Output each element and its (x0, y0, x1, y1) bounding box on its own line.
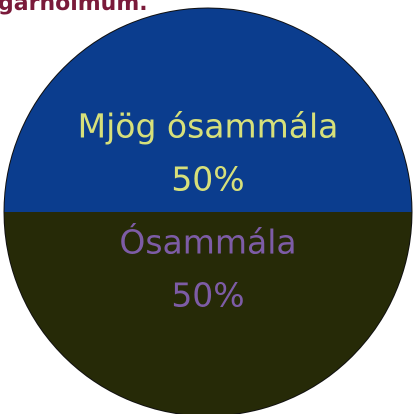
chart-title: garhölmum. (0, 0, 148, 16)
slice-label: Mjög ósammála (78, 106, 339, 145)
slice-value-label: 50% (171, 276, 244, 315)
pie-slice (4, 8, 412, 212)
slice-value-label: 50% (171, 159, 244, 198)
slice-label: Ósammála (119, 222, 296, 262)
pie-slice (4, 212, 412, 414)
pie-outline (3, 7, 413, 414)
